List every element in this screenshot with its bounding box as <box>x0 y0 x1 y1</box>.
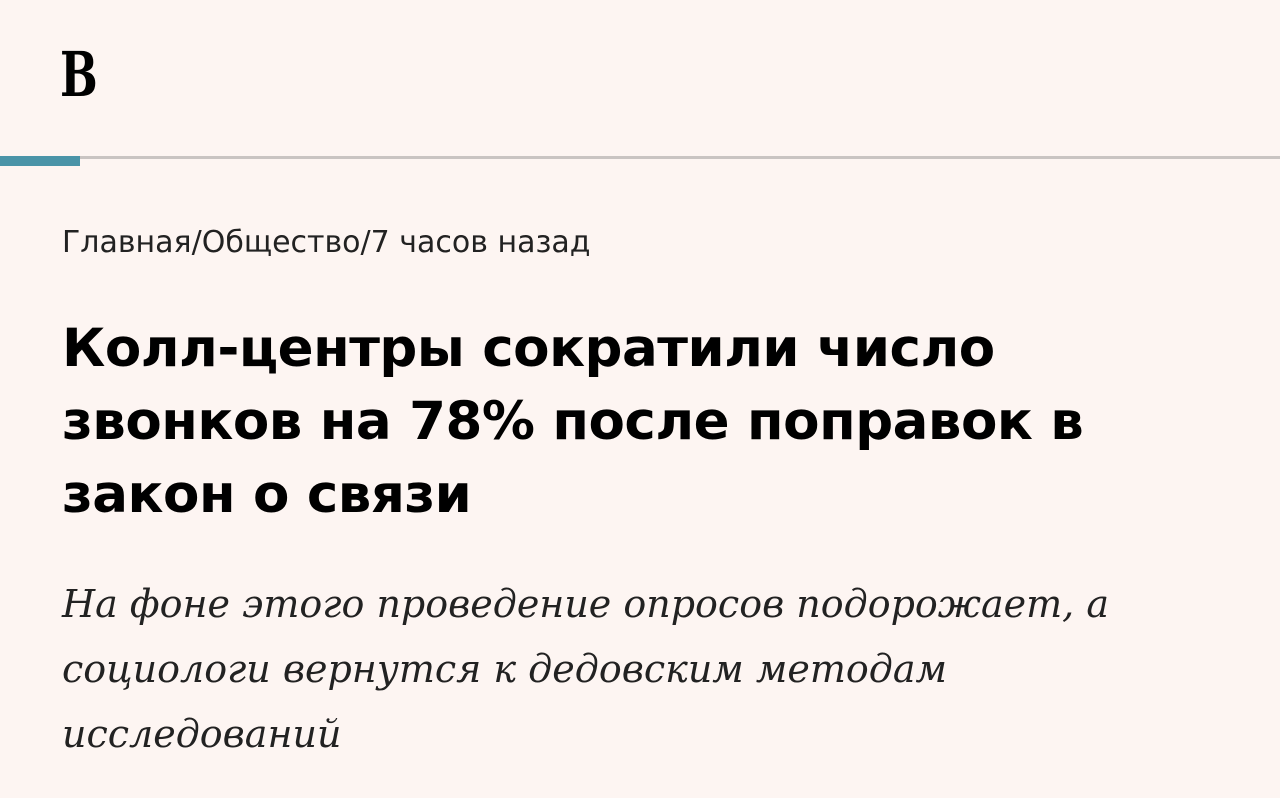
article-subtitle: На фоне этого проведение опросов подорож… <box>62 582 1109 756</box>
breadcrumb-section[interactable]: Общество <box>201 225 361 260</box>
breadcrumb: Главная/Общество/7 часов назад <box>62 222 591 264</box>
article-title: Колл-центры сократили число звонков на 7… <box>62 318 1084 525</box>
breadcrumb-home[interactable]: Главная <box>62 225 192 260</box>
logo[interactable]: В <box>60 38 98 111</box>
publish-time: 7 часов назад <box>370 225 591 260</box>
breadcrumb-separator: / <box>191 225 202 260</box>
header-divider <box>0 156 1280 159</box>
progress-accent <box>0 156 80 166</box>
breadcrumb-separator: / <box>360 225 371 260</box>
